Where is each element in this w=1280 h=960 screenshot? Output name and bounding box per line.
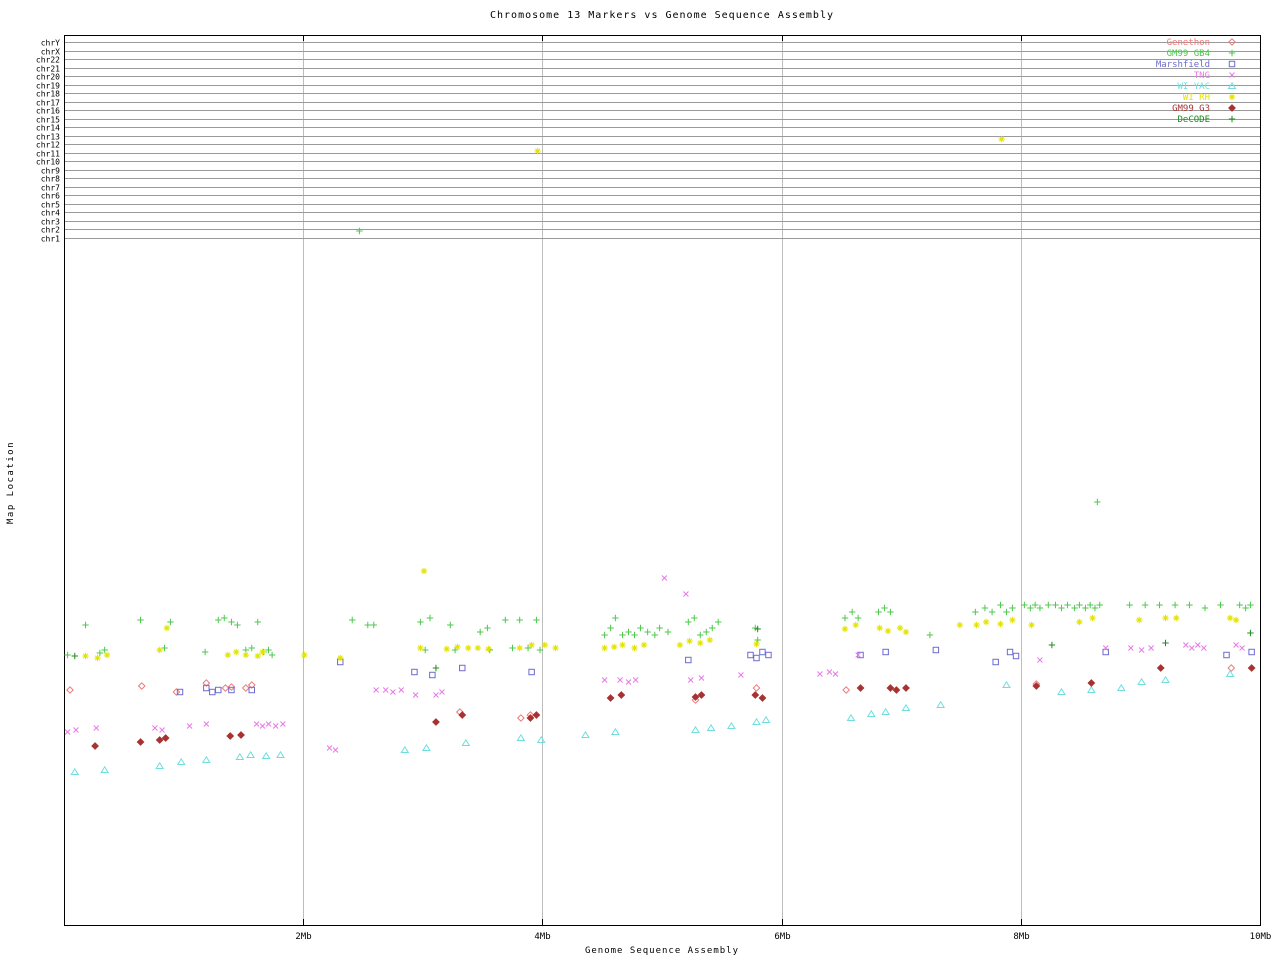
legend-label: DeCODE [1177, 115, 1210, 125]
legend-label: WI RH [1183, 93, 1210, 103]
series-marshfield [176, 646, 1255, 696]
series-gm99-gb4 [64, 227, 1254, 659]
chromosome-label: chr13 [36, 133, 60, 142]
legend-marker-open-diamond [1228, 38, 1236, 46]
chromosome-label: chr15 [36, 116, 60, 125]
series-wi-rh [82, 135, 1240, 662]
legend-label: GM99 GB4 [1167, 49, 1210, 59]
chart-title: Chromosome 13 Markers vs Genome Sequence… [489, 10, 834, 21]
legend-marker-plus [1228, 49, 1236, 57]
legend-marker-filled-diamond [1228, 104, 1236, 112]
chromosome-label: chr3 [41, 218, 60, 227]
chromosome-label: chr7 [41, 184, 60, 193]
legend-label: Marshfield [1156, 60, 1210, 70]
x-tick-label: 10Mb [1250, 932, 1272, 942]
chromosome-label: chr21 [36, 65, 60, 74]
chromosome-rows: chr1chr2chr3chr4chr5chr6chr7chr8chr9chr1… [36, 39, 1260, 244]
legend-marker-open-square [1228, 60, 1236, 68]
legend-label: TNG [1194, 71, 1210, 81]
series-decode [71, 625, 1254, 672]
chromosome-label: chr17 [36, 99, 60, 108]
chromosome-label: chr12 [36, 141, 60, 150]
chromosome-label: chr6 [41, 192, 60, 201]
chromosome-label: chr2 [41, 226, 60, 235]
chromosome-label: chrX [41, 48, 60, 57]
chromosome-label: chr19 [36, 82, 60, 91]
legend-marker-asterisk [1228, 93, 1236, 101]
series-wi-yac [70, 669, 1235, 776]
series-gm99-g3 [91, 664, 1256, 750]
x-axis-label: Genome Sequence Assembly [584, 946, 740, 956]
chromosome-label: chr22 [36, 56, 60, 65]
x-tick-label: 4Mb [534, 932, 550, 942]
chromosome-label: chrY [41, 39, 60, 48]
chromosome-label: chr9 [41, 167, 60, 176]
legend-marker-cross [1229, 72, 1235, 78]
series-tng [64, 575, 1245, 753]
chromosome-label: chr11 [36, 150, 60, 159]
x-grid: 2Mb 4Mb 6Mb 8Mb 10Mb [295, 35, 1271, 942]
plot-border [64, 35, 1261, 926]
chromosome-label: chr4 [41, 209, 60, 218]
x-tick-label: 8Mb [1013, 932, 1029, 942]
chromosome-label: chr10 [36, 158, 60, 167]
chromosome-label: chr18 [36, 90, 60, 99]
chromosome-label: chr16 [36, 107, 60, 116]
chromosome-label: chr8 [41, 175, 60, 184]
legend-label: WI YAC [1177, 82, 1210, 92]
chromosome-label: chr20 [36, 73, 60, 82]
legend-label: GM99 G3 [1172, 104, 1210, 114]
chromosome-label: chr1 [41, 235, 60, 244]
legend-marker-plus [1228, 115, 1236, 123]
x-tick-label: 6Mb [774, 932, 790, 942]
x-tick-label: 2Mb [295, 932, 311, 942]
series-genethon [66, 664, 1236, 722]
chromosome-label: chr14 [36, 124, 60, 133]
legend-marker-open-triangle [1227, 81, 1237, 90]
chromosome-label: chr5 [41, 201, 60, 210]
legend-label: Genethon [1167, 38, 1210, 48]
